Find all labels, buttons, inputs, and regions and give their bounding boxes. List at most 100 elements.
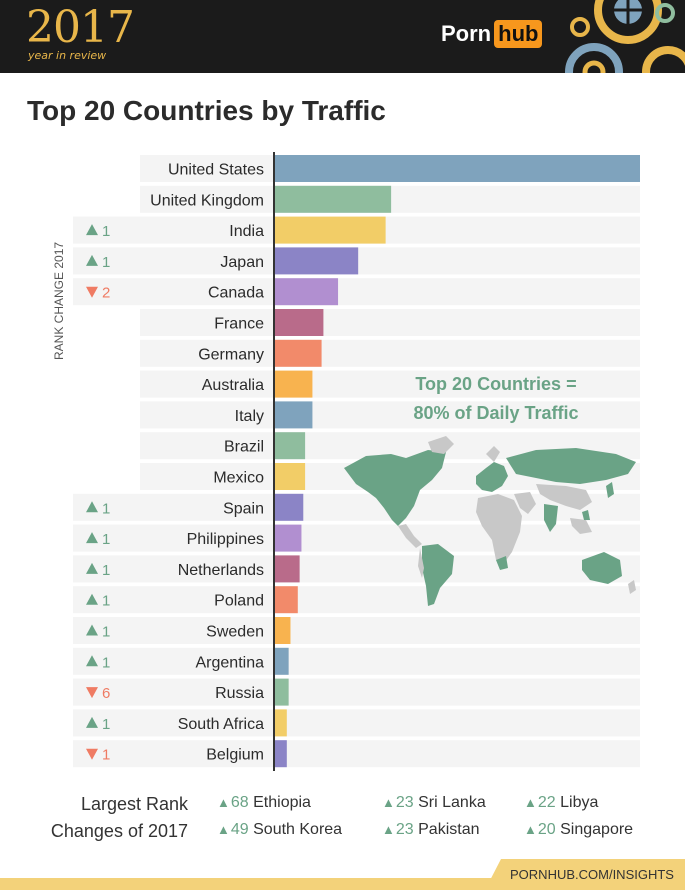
rank-down-icon xyxy=(86,286,98,298)
category-label: South Africa xyxy=(178,716,264,733)
bar xyxy=(274,309,324,336)
rank-up-icon xyxy=(86,593,98,605)
rank-down-icon xyxy=(86,687,98,699)
decorative-circles xyxy=(565,0,685,73)
footer-label-line1: Largest Rank xyxy=(80,794,188,814)
rank-change-item: 68 Ethiopia xyxy=(217,794,311,812)
overlay-headline: Top 20 Countries = xyxy=(415,374,577,394)
rank-change-value: 1 xyxy=(102,223,110,240)
row-background xyxy=(73,586,640,614)
rank-change-value: 1 xyxy=(102,531,110,548)
rank-change-value: 1 xyxy=(102,254,110,271)
row-background xyxy=(140,401,640,429)
rank-change-item: 23 Pakistan xyxy=(382,821,480,839)
bar xyxy=(274,339,322,367)
rank-change-value: 49 xyxy=(217,821,249,838)
rank-change-country: Libya xyxy=(560,794,599,811)
rank-change-value: 6 xyxy=(102,685,110,702)
brand-logo-text: Porn xyxy=(441,21,492,46)
rank-change-value: 1 xyxy=(102,624,110,641)
rank-change-value: 1 xyxy=(102,716,110,733)
rank-change-value: 1 xyxy=(102,747,110,764)
header-banner: 2017 year in review Porn hub xyxy=(0,0,685,73)
category-label: United Kingdom xyxy=(150,192,264,209)
rank-change-country: Ethiopia xyxy=(253,794,311,811)
rank-change-value: 1 xyxy=(102,654,110,671)
category-label: Belgium xyxy=(206,747,264,764)
year-title: 2017 xyxy=(26,2,135,53)
rank-up-icon xyxy=(86,224,98,236)
category-label: Mexico xyxy=(213,470,264,487)
row-background xyxy=(73,555,640,583)
bar xyxy=(274,185,392,213)
rank-up-icon xyxy=(86,624,98,636)
brand-logo-badge: hub xyxy=(494,20,543,48)
insights-link[interactable]: PORNHUB.COM/INSIGHTS xyxy=(485,859,685,890)
bar-chart: United States United Kingdom India 1 Japan 1 C… xyxy=(73,152,640,771)
rank-change-item: 22 Libya xyxy=(524,794,598,812)
category-label: Philippines xyxy=(187,531,264,548)
rank-change-value: 22 xyxy=(524,794,556,811)
category-label: Argentina xyxy=(196,654,265,671)
rank-change-value: 1 xyxy=(102,593,110,610)
bar xyxy=(274,524,302,552)
rank-change-value: 20 xyxy=(524,821,556,838)
rank-change-item: 49 South Korea xyxy=(217,821,342,839)
brand-logo: Porn hub xyxy=(441,20,543,48)
bar xyxy=(274,555,300,583)
rank-up-icon xyxy=(86,716,98,728)
rank-up-icon xyxy=(86,532,98,544)
bar xyxy=(274,493,304,521)
category-label: United States xyxy=(168,162,264,179)
rank-change-item: 23 Sri Lanka xyxy=(382,794,486,812)
bar xyxy=(274,216,386,244)
category-label: Canada xyxy=(208,285,264,302)
row-background xyxy=(140,309,640,336)
category-label: Spain xyxy=(223,500,264,517)
rank-up-icon xyxy=(86,655,98,667)
bar xyxy=(274,401,313,429)
category-label: India xyxy=(229,223,264,240)
rank-down-icon xyxy=(86,748,98,760)
overlay-subheadline: 80% of Daily Traffic xyxy=(413,403,579,423)
bar xyxy=(274,678,289,706)
row-background xyxy=(73,709,640,737)
row-background xyxy=(73,617,640,644)
row-background xyxy=(73,278,640,306)
page-title: Top 20 Countries by Traffic xyxy=(27,95,386,126)
bar xyxy=(274,647,289,675)
bar xyxy=(274,278,339,306)
footer-label: Largest Rank Changes of 2017 xyxy=(30,791,188,845)
rank-change-country: South Korea xyxy=(253,821,343,838)
rank-change-country: Sri Lanka xyxy=(418,794,486,811)
rank-change-value: 23 xyxy=(382,821,414,838)
bar xyxy=(274,370,313,398)
bar xyxy=(274,247,359,275)
category-label: Germany xyxy=(198,346,264,363)
row-background xyxy=(73,647,640,675)
category-label: Japan xyxy=(220,254,264,271)
year-subtitle: year in review xyxy=(28,49,107,62)
category-label: Russia xyxy=(215,685,264,702)
rank-change-value: 2 xyxy=(102,285,110,302)
footer-label-line2: Changes of 2017 xyxy=(50,821,188,841)
category-label: Netherlands xyxy=(178,562,264,579)
rank-change-country: Pakistan xyxy=(418,821,480,838)
world-map-illustration xyxy=(344,436,636,606)
rank-up-icon xyxy=(86,254,98,266)
bar xyxy=(274,709,287,737)
row-background xyxy=(73,740,640,768)
category-label: France xyxy=(214,316,264,333)
category-label: Brazil xyxy=(224,439,264,456)
rank-change-value: 1 xyxy=(102,500,110,517)
category-label: Sweden xyxy=(206,624,264,641)
rank-up-icon xyxy=(86,562,98,574)
rank-change-value: 68 xyxy=(217,794,249,811)
bar xyxy=(274,740,287,768)
bar xyxy=(274,432,306,460)
category-label: Poland xyxy=(214,593,264,610)
row-background xyxy=(140,339,640,367)
rank-change-value: 23 xyxy=(382,794,414,811)
category-label: Australia xyxy=(202,377,264,394)
category-label: Italy xyxy=(235,408,264,425)
